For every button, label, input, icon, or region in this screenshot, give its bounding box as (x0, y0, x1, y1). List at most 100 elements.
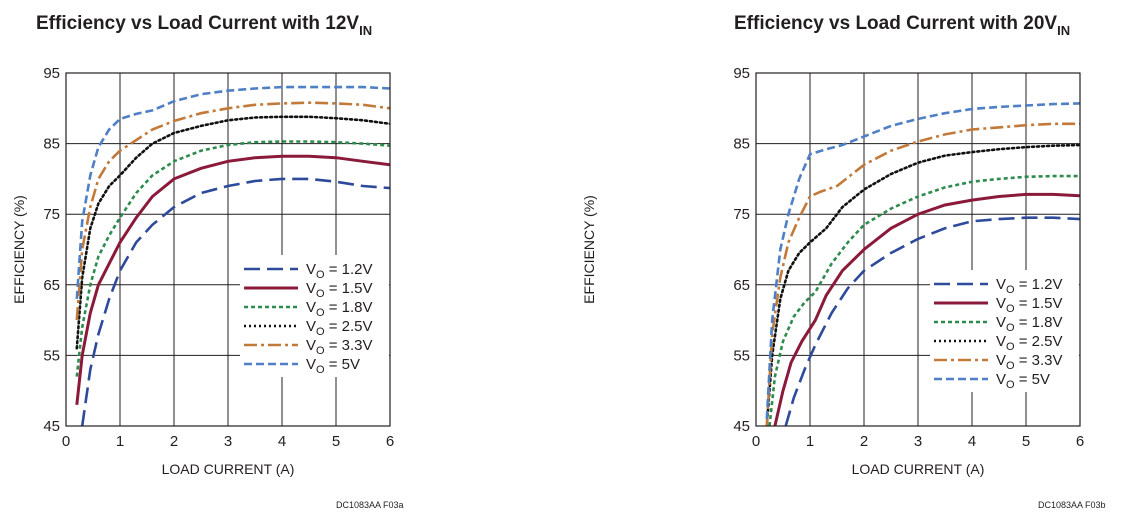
series-line (75, 85, 390, 299)
y-axis-label: EFFICIENCY (%) (581, 195, 597, 304)
y-tick-label: 55 (43, 347, 60, 364)
legend-label-value: = 1.8V (325, 299, 373, 316)
legend-label: VO = 3.3V (996, 352, 1063, 372)
legend-label-main: V (306, 261, 316, 278)
y-tick-label: 95 (43, 65, 60, 82)
legend-label-sub: O (1006, 341, 1015, 353)
y-tick-label: 45 (733, 418, 750, 435)
chart-title: Efficiency vs Load Current with 12VIN (36, 13, 596, 38)
legend-label-value: = 3.3V (325, 337, 373, 354)
legend-label-main: V (996, 276, 1006, 293)
legend-label-value: = 1.2V (1015, 276, 1063, 293)
y-tick-label: 45 (43, 418, 60, 435)
series-line (75, 154, 390, 405)
legend-label-main: V (306, 318, 316, 335)
y-tick-label: 85 (43, 136, 60, 153)
chart-title-main: Efficiency vs Load Current with 20V (734, 13, 1058, 34)
legend-label: VO = 5V (996, 371, 1050, 391)
legend-label-sub: O (316, 307, 325, 319)
legend-label-sub: O (316, 345, 325, 357)
y-tick-label: 65 (43, 277, 60, 294)
legend-label-main: V (996, 314, 1006, 331)
figure-code: DC1083AA F03a (336, 500, 404, 510)
legend-label: VO = 1.8V (996, 314, 1063, 334)
legend-label-value: = 1.8V (1015, 314, 1063, 331)
legend-label: VO = 5V (306, 356, 360, 376)
chart-title-subscript: IN (1057, 23, 1071, 38)
x-tick-label: 6 (386, 433, 394, 450)
series-line (765, 102, 1080, 419)
x-tick-label: 2 (170, 433, 178, 450)
legend-label: VO = 1.2V (306, 261, 373, 281)
legend-label-sub: O (1006, 303, 1015, 315)
legend-label-value: = 1.2V (325, 261, 373, 278)
legend-label-value: = 5V (325, 356, 360, 373)
chart-panel-20vin: Efficiency vs Load Current with 20VIN VO… (570, 0, 1130, 514)
x-tick-label: 3 (224, 433, 232, 450)
x-tick-label: 0 (752, 433, 760, 450)
legend-label-main: V (306, 337, 316, 354)
legend-label-sub: O (1006, 379, 1015, 391)
legend-label-main: V (306, 280, 316, 297)
x-axis-label: LOAD CURRENT (A) (852, 461, 985, 477)
legend-label: VO = 2.5V (306, 318, 373, 338)
legend-label: VO = 1.2V (996, 276, 1063, 296)
series-line (75, 101, 390, 321)
legend-label-main: V (996, 352, 1006, 369)
series-line (784, 216, 1080, 426)
x-tick-label: 1 (806, 433, 814, 450)
legend-label-sub: O (316, 364, 325, 376)
chart-title-main: Efficiency vs Load Current with 12V (36, 13, 360, 34)
legend-label-value: = 2.5V (1015, 333, 1063, 350)
y-axis-label: EFFICIENCY (%) (11, 195, 27, 304)
x-tick-label: 6 (1076, 433, 1084, 450)
legend-label-main: V (996, 333, 1006, 350)
legend-label-sub: O (1006, 322, 1015, 334)
legend-label: VO = 1.5V (996, 295, 1063, 315)
series-line (773, 192, 1080, 426)
x-tick-label: 5 (1022, 433, 1030, 450)
plot-frame (755, 72, 1081, 427)
legend-label: VO = 1.8V (306, 299, 373, 319)
x-tick-label: 3 (914, 433, 922, 450)
legend-label-main: V (306, 299, 316, 316)
x-tick-label: 4 (278, 433, 286, 450)
series-line (75, 140, 390, 377)
legend-label-sub: O (316, 269, 325, 281)
x-tick-label: 1 (116, 433, 124, 450)
chart-title: Efficiency vs Load Current with 20VIN (734, 13, 1131, 38)
y-tick-label: 55 (733, 347, 750, 364)
series-line (765, 122, 1080, 426)
legend-label-value: = 3.3V (1015, 352, 1063, 369)
chart-panel-12vin: Efficiency vs Load Current with 12VIN VO… (0, 0, 560, 514)
x-axis-label: LOAD CURRENT (A) (162, 461, 295, 477)
legend-label-value: = 5V (1015, 371, 1050, 388)
legend-label-main: V (996, 295, 1006, 312)
legend-label-value: = 2.5V (325, 318, 373, 335)
y-tick-label: 75 (733, 206, 750, 223)
series-line (75, 115, 390, 350)
legend-label-sub: O (316, 326, 325, 338)
chart-title-subscript: IN (359, 23, 373, 38)
legend-label: VO = 1.5V (306, 280, 373, 300)
x-tick-label: 0 (62, 433, 70, 450)
x-tick-label: 5 (332, 433, 340, 450)
legend-background (930, 270, 1079, 392)
legend-label: VO = 2.5V (996, 333, 1063, 353)
y-tick-label: 95 (733, 65, 750, 82)
legend-label-value: = 1.5V (325, 280, 373, 297)
series-line (765, 143, 1080, 426)
plot-frame (65, 72, 391, 427)
legend-label-sub: O (1006, 360, 1015, 372)
legend-label-main: V (306, 356, 316, 373)
legend-label-sub: O (316, 288, 325, 300)
legend-label: VO = 3.3V (306, 337, 373, 357)
figure-code: DC1083AA F03b (1038, 500, 1106, 510)
y-tick-label: 85 (733, 136, 750, 153)
series-line (80, 177, 390, 426)
legend-background (240, 255, 389, 377)
legend-label-value: = 1.5V (1015, 295, 1063, 312)
y-tick-label: 65 (733, 277, 750, 294)
